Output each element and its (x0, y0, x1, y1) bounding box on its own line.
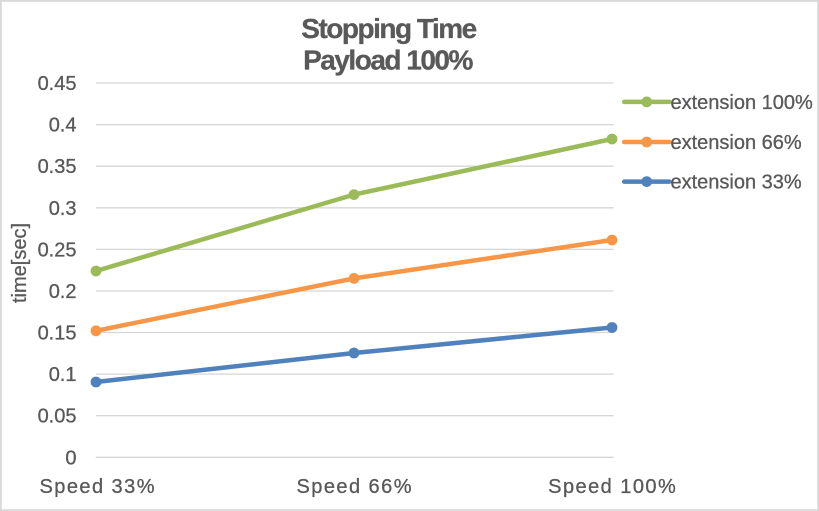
svg-text:0.25: 0.25 (38, 239, 77, 261)
svg-text:Speed 33%: Speed 33% (39, 476, 155, 498)
svg-text:Stopping Time: Stopping Time (301, 13, 476, 44)
svg-text:0.05: 0.05 (38, 406, 77, 428)
svg-text:0.35: 0.35 (38, 156, 77, 178)
svg-text:time[sec]: time[sec] (9, 223, 31, 303)
svg-text:0.4: 0.4 (49, 115, 77, 137)
svg-text:0.1: 0.1 (49, 364, 77, 386)
svg-text:0.15: 0.15 (38, 323, 77, 345)
svg-text:0.45: 0.45 (38, 73, 77, 95)
svg-text:extension 100%: extension 100% (671, 92, 814, 114)
svg-text:0.2: 0.2 (49, 281, 77, 303)
svg-text:0: 0 (65, 447, 76, 469)
svg-text:0.3: 0.3 (49, 198, 77, 220)
svg-text:extension 66%: extension 66% (671, 132, 802, 154)
svg-text:Speed 66%: Speed 66% (296, 476, 412, 498)
svg-text:extension 33%: extension 33% (671, 172, 802, 194)
svg-text:Payload 100%: Payload 100% (303, 44, 473, 75)
svg-text:Speed 100%: Speed 100% (548, 476, 677, 498)
